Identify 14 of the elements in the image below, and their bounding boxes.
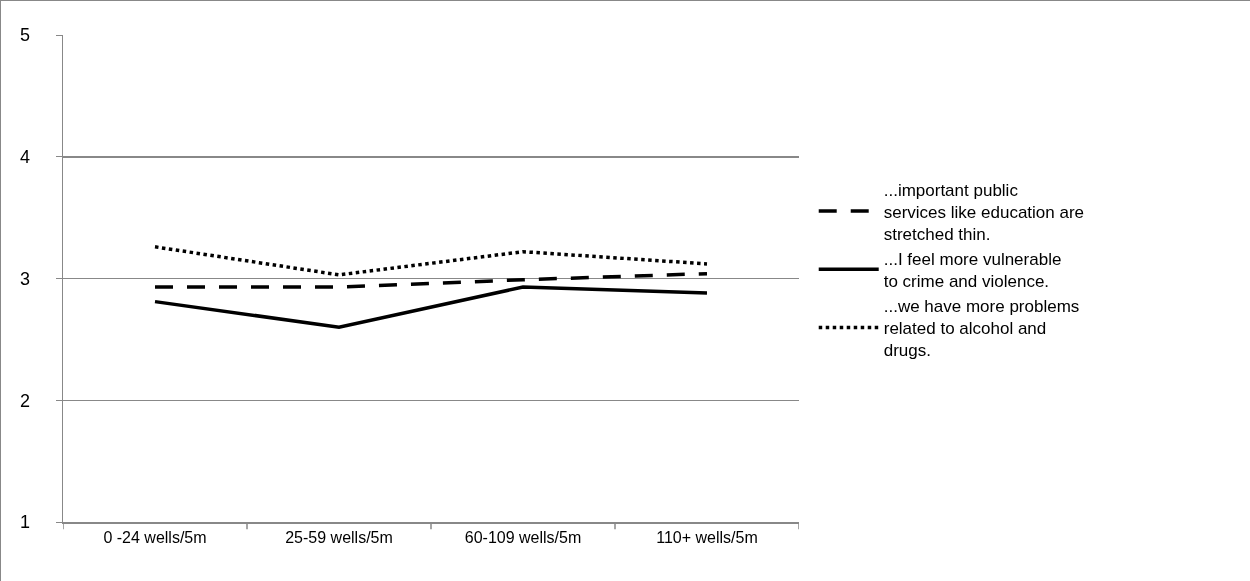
y-tick-label: 4 [19,147,30,168]
y-tick-label: 2 [19,390,30,411]
x-tick-label: 0 -24 wells/5m [103,528,207,546]
y-tick-label: 1 [19,512,30,533]
legend-label: ...we have more problems related to alcohol and drugs. [883,297,1080,361]
x-tick-label: 60-109 wells/5m [464,528,582,546]
line-series [153,245,709,277]
legend-label: ...I feel more vulnerable to crime and violence. [883,249,1062,291]
line-series [153,285,709,329]
y-tick-label: 5 [19,25,30,46]
x-tick-label: 25-59 wells/5m [285,528,393,546]
legend-label: ...important public services like education are stretched thin. [883,180,1085,244]
y-tick-label: 3 [19,268,30,289]
x-tick-label: 110+ wells/5m [656,528,758,546]
